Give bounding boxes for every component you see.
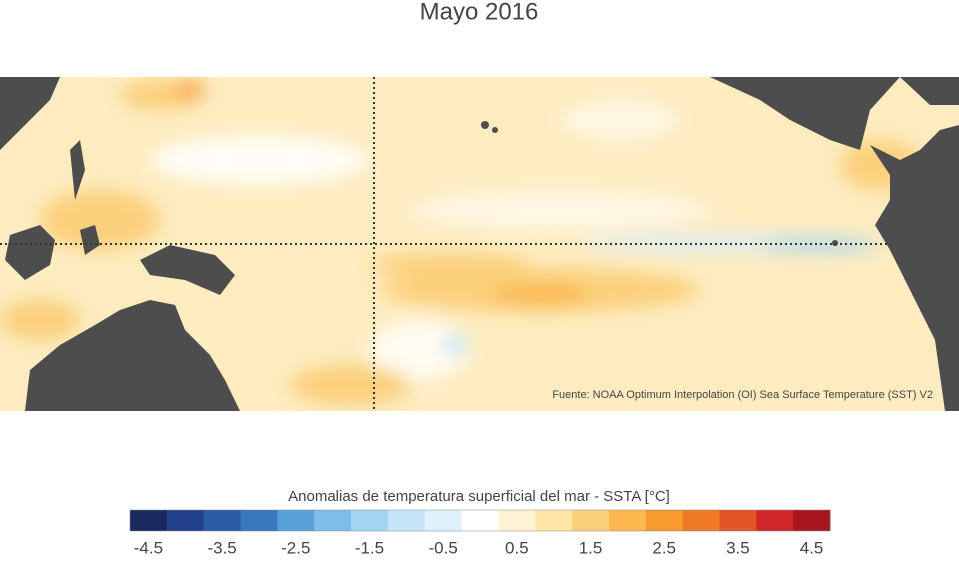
colorbar-segment [793,510,831,531]
colorbar-segment [351,510,389,531]
colorbar-segment [498,510,536,531]
colorbar-label: Anomalias de temperatura superficial del… [288,488,670,505]
colorbar-segment [461,510,499,531]
colorbar-segment [535,510,573,531]
colorbar-tick-label: 3.5 [726,538,750,557]
title: Mayo 2016 [420,0,539,25]
colorbar-segment [645,510,684,531]
colorbar: -4.5 -3.5 -2.5 -1.5 -0.5 0.5 1.5 2.5 3.5 4.5 [129,509,831,557]
colorbar-segment [608,510,647,531]
colorbar-tick-label: 0.5 [505,538,529,557]
colorbar-tick-label: 2.5 [652,538,676,557]
colorbar-segment [166,510,205,531]
source: Fuente: NOAA Optimum Interpolation (OI) … [552,389,933,401]
colorbar-tick-label: -4.5 [134,538,163,557]
colorbar-segment [277,510,315,531]
colorbar-tick-label: 1.5 [579,538,603,557]
colorbar-segment [424,510,463,531]
colorbar-segment [719,510,757,531]
map: Fuente: NOAA Optimum Interpolation (OI) … [0,77,959,411]
colorbar-segment [387,510,426,531]
colorbar-frame [129,509,831,532]
colorbar-tick-label: -3.5 [207,538,236,557]
colorbar-segment [203,510,242,531]
colorbar-segment [682,510,720,531]
colorbar-segment [572,510,610,531]
colorbar-segment [130,510,168,531]
colorbar-tick-label: -1.5 [355,538,384,557]
colorbar-tick-label: -0.5 [429,538,458,557]
colorbar-tick-label: -2.5 [281,538,310,557]
colorbar-tick-label: 4.5 [800,538,824,557]
colorbar-segment [314,510,352,531]
colorbar-segment [240,510,278,531]
colorbar-segment [756,510,794,531]
